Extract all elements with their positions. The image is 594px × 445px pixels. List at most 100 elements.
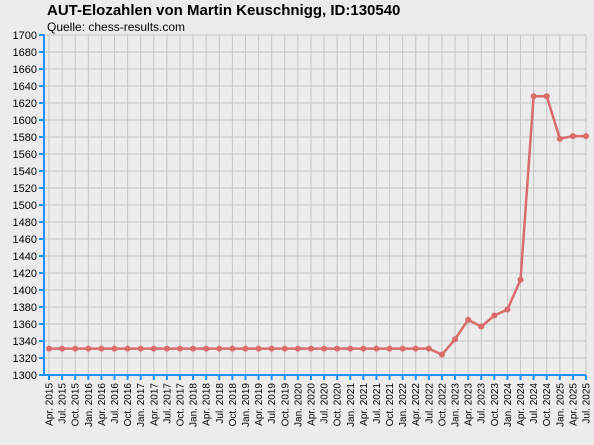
y-tick-label: 1400 <box>13 285 37 297</box>
y-tick-label: 1700 <box>13 30 37 42</box>
data-point <box>255 345 262 352</box>
y-tick-label: 1320 <box>13 353 37 365</box>
data-point <box>124 345 131 352</box>
x-tick-label: Jul. 2023 <box>477 383 488 424</box>
x-tick-labels: Apr. 2015 Jul. 2015 Oct. 2015 Jan. 2016 Apr.… <box>45 383 593 427</box>
y-tick-label: 1340 <box>13 336 37 348</box>
x-tick-label: Jan. 2024 <box>503 383 514 427</box>
x-tick-label: Apr. 2017 <box>149 383 160 426</box>
data-point <box>386 345 393 352</box>
y-tick-label: 1680 <box>13 47 37 59</box>
data-point <box>150 345 157 352</box>
data-point <box>72 345 79 352</box>
data-point <box>268 345 275 352</box>
data-point <box>543 93 550 100</box>
x-tick-label: Apr. 2024 <box>516 383 527 426</box>
x-tick-label: Apr. 2023 <box>464 383 475 426</box>
x-tick-label: Jan. 2016 <box>84 383 95 427</box>
x-tick-label: Oct. 2023 <box>490 383 501 427</box>
data-point <box>530 93 537 100</box>
x-tick-label: Jul. 2016 <box>110 383 121 424</box>
data-point <box>85 345 92 352</box>
x-tick-label: Oct. 2018 <box>228 383 239 427</box>
y-tick-label: 1480 <box>13 217 37 229</box>
x-tick-label: Jan. 2023 <box>451 383 462 427</box>
data-point <box>137 345 144 352</box>
x-tick-label: Apr. 2025 <box>568 383 579 426</box>
grid-lines <box>44 34 587 376</box>
data-point <box>452 336 459 343</box>
data-point <box>556 135 563 142</box>
data-point <box>438 351 445 358</box>
x-tick-label: Apr. 2015 <box>45 383 56 426</box>
data-point <box>307 345 314 352</box>
x-tick-label: Oct. 2022 <box>437 383 448 427</box>
data-point <box>59 345 66 352</box>
x-tick-label: Jan. 2020 <box>293 383 304 427</box>
data-point <box>321 345 328 352</box>
y-tick-label: 1580 <box>13 132 37 144</box>
data-point <box>216 345 223 352</box>
data-point <box>98 345 105 352</box>
x-tick-label: Apr. 2019 <box>254 383 265 426</box>
x-tick-label: Jan. 2018 <box>189 383 200 427</box>
data-point <box>203 345 210 352</box>
x-tick-label: Jul. 2021 <box>372 383 383 424</box>
chart-subtitle: Quelle: chess-results.com <box>47 20 186 34</box>
y-tick-label: 1520 <box>13 183 37 195</box>
data-point <box>111 345 118 352</box>
y-tick-label: 1660 <box>13 64 37 76</box>
x-tick-label: Jan. 2019 <box>241 383 252 427</box>
axes <box>39 34 588 380</box>
x-tick-label: Jan. 2017 <box>136 383 147 427</box>
x-tick-label: Oct. 2020 <box>333 383 344 427</box>
x-tick-label: Oct. 2016 <box>123 383 134 427</box>
y-tick-label: 1440 <box>13 251 37 263</box>
y-tick-label: 1380 <box>13 302 37 314</box>
x-tick-label: Apr. 2016 <box>97 383 108 426</box>
data-point <box>281 345 288 352</box>
y-tick-label: 1600 <box>13 115 37 127</box>
y-tick-label: 1640 <box>13 81 37 93</box>
data-point <box>478 323 485 330</box>
x-tick-label: Oct. 2017 <box>175 383 186 427</box>
data-point <box>491 312 498 319</box>
series-elo-line <box>46 93 590 358</box>
x-tick-label: Jul. 2022 <box>424 383 435 424</box>
x-tick-label: Oct. 2024 <box>542 383 553 427</box>
data-point <box>425 345 432 352</box>
y-tick-label: 1300 <box>13 370 37 382</box>
y-tick-labels: 1300 1320 1340 1360 1380 1400 1420 1440 1460 1480… <box>13 30 37 382</box>
data-point <box>412 345 419 352</box>
data-point <box>334 345 341 352</box>
data-point <box>229 345 236 352</box>
x-tick-label: Jul. 2024 <box>529 383 540 424</box>
x-tick-label: Apr. 2018 <box>202 383 213 426</box>
x-tick-label: Apr. 2022 <box>411 383 422 426</box>
x-tick-label: Jul. 2017 <box>162 383 173 424</box>
y-tick-label: 1500 <box>13 200 37 212</box>
data-point <box>242 345 249 352</box>
data-point <box>504 306 511 313</box>
x-tick-label: Jul. 2020 <box>320 383 331 424</box>
x-tick-label: Oct. 2015 <box>71 383 82 427</box>
x-tick-label: Jul. 2015 <box>58 383 69 424</box>
data-point <box>399 345 406 352</box>
y-tick-label: 1620 <box>13 98 37 110</box>
x-tick-label: Oct. 2021 <box>385 383 396 427</box>
y-tick-label: 1560 <box>13 149 37 161</box>
data-point <box>373 345 380 352</box>
data-point <box>190 345 197 352</box>
data-point <box>163 345 170 352</box>
data-point <box>360 345 367 352</box>
data-point <box>176 345 183 352</box>
data-point <box>517 276 524 283</box>
x-tick-label: Apr. 2020 <box>306 383 317 426</box>
x-tick-label: Jan. 2025 <box>555 383 566 427</box>
y-tick-label: 1420 <box>13 268 37 280</box>
y-tick-label: 1460 <box>13 234 37 246</box>
y-tick-label: 1360 <box>13 319 37 331</box>
data-point <box>465 316 472 323</box>
y-tick-label: 1540 <box>13 166 37 178</box>
